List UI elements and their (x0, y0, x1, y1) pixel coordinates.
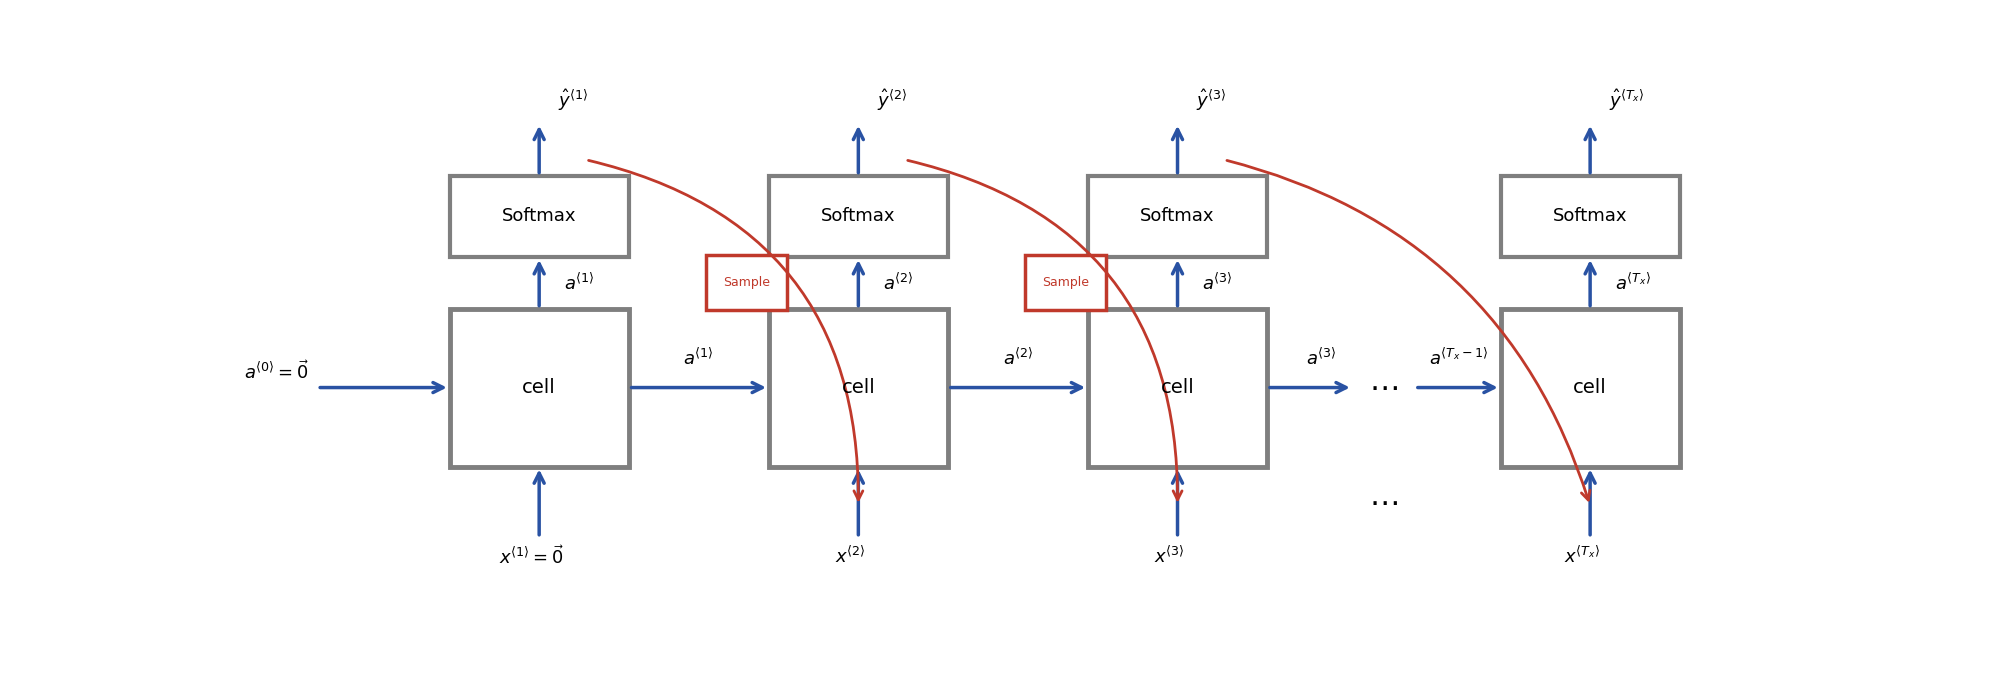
Text: $\hat{y}^{\langle 1 \rangle}$: $\hat{y}^{\langle 1 \rangle}$ (559, 88, 589, 114)
Text: $a^{\langle 2 \rangle}$: $a^{\langle 2 \rangle}$ (884, 272, 914, 293)
Text: $a^{\langle T_x-1 \rangle}$: $a^{\langle T_x-1 \rangle}$ (1428, 348, 1489, 369)
FancyBboxPatch shape (1025, 254, 1105, 310)
FancyBboxPatch shape (450, 308, 629, 466)
Text: cell: cell (522, 378, 556, 397)
Text: Softmax: Softmax (1553, 207, 1627, 226)
Text: $a^{\langle 0 \rangle}=\vec{0}$: $a^{\langle 0 \rangle}=\vec{0}$ (245, 360, 309, 383)
Text: $x^{\langle 1 \rangle}=\vec{0}$: $x^{\langle 1 \rangle}=\vec{0}$ (498, 546, 565, 568)
Text: $x^{\langle T_x \rangle}$: $x^{\langle T_x \rangle}$ (1565, 546, 1601, 567)
Text: cell: cell (842, 378, 876, 397)
Text: $a^{\langle 1 \rangle}$: $a^{\langle 1 \rangle}$ (565, 272, 595, 293)
Text: $x^{\langle 2 \rangle}$: $x^{\langle 2 \rangle}$ (836, 546, 866, 567)
Text: $a^{\langle 2 \rangle}$: $a^{\langle 2 \rangle}$ (1002, 348, 1033, 369)
FancyBboxPatch shape (1089, 176, 1268, 257)
Text: $a^{\langle 3 \rangle}$: $a^{\langle 3 \rangle}$ (1306, 348, 1336, 369)
Text: $\hat{y}^{\langle T_x \rangle}$: $\hat{y}^{\langle T_x \rangle}$ (1609, 88, 1643, 114)
Text: Sample: Sample (723, 276, 769, 289)
Text: $a^{\langle T_x \rangle}$: $a^{\langle T_x \rangle}$ (1615, 272, 1651, 293)
FancyBboxPatch shape (450, 176, 629, 257)
Text: $a^{\langle 3 \rangle}$: $a^{\langle 3 \rangle}$ (1203, 272, 1234, 293)
Text: cell: cell (1573, 378, 1607, 397)
Text: $\hat{y}^{\langle 3 \rangle}$: $\hat{y}^{\langle 3 \rangle}$ (1195, 88, 1225, 114)
Text: $\cdots$: $\cdots$ (1370, 488, 1398, 516)
Text: $a^{\langle 1 \rangle}$: $a^{\langle 1 \rangle}$ (683, 348, 713, 369)
Text: Softmax: Softmax (1141, 207, 1215, 226)
Text: Softmax: Softmax (822, 207, 896, 226)
Text: $x^{\langle 3 \rangle}$: $x^{\langle 3 \rangle}$ (1155, 546, 1185, 567)
Text: Sample: Sample (1043, 276, 1089, 289)
FancyBboxPatch shape (1501, 308, 1680, 466)
FancyBboxPatch shape (705, 254, 788, 310)
FancyBboxPatch shape (1089, 308, 1268, 466)
Text: cell: cell (1161, 378, 1195, 397)
FancyBboxPatch shape (769, 176, 948, 257)
FancyBboxPatch shape (1501, 176, 1680, 257)
Text: $\cdots$: $\cdots$ (1370, 373, 1398, 402)
FancyBboxPatch shape (769, 308, 948, 466)
Text: Softmax: Softmax (502, 207, 577, 226)
Text: $\hat{y}^{\langle 2 \rangle}$: $\hat{y}^{\langle 2 \rangle}$ (878, 88, 906, 114)
